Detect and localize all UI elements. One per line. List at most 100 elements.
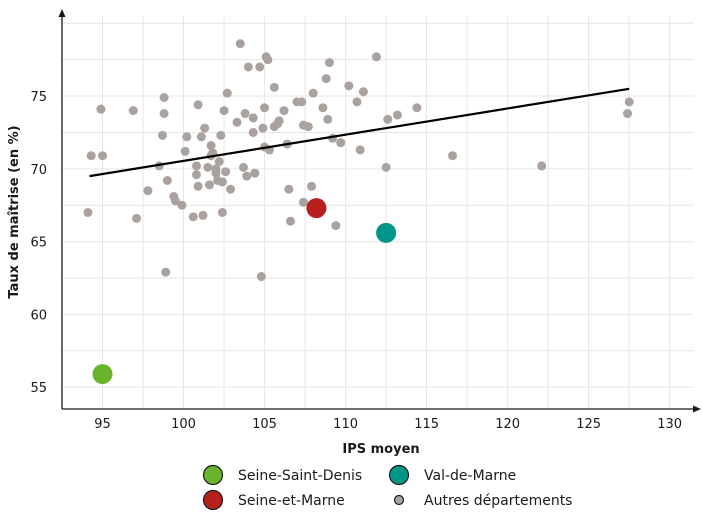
data-point-other: [258, 123, 268, 133]
data-point-other: [192, 170, 202, 180]
data-point-other: [242, 171, 252, 181]
data-point-other: [238, 162, 248, 172]
data-point-other: [221, 167, 231, 177]
legend-item-seine-saint-denis: Seine-Saint-Denis: [202, 464, 362, 486]
legend-item-seine-et-marne: Seine-et-Marne: [202, 489, 345, 511]
data-point-other: [250, 168, 260, 178]
data-point-other: [243, 62, 253, 72]
data-point-other: [355, 145, 365, 155]
data-point-other: [260, 103, 270, 113]
data-point-other: [371, 52, 381, 62]
data-point-other: [217, 208, 227, 217]
x-tick-label: 115: [414, 417, 439, 432]
data-point-other: [128, 106, 138, 116]
data-point-other: [219, 106, 229, 116]
data-point-other: [537, 161, 547, 171]
x-tick-label: 130: [657, 417, 682, 432]
x-tick-label: 95: [94, 417, 111, 432]
data-point-other: [192, 161, 202, 171]
grid: [61, 16, 694, 409]
data-point-other: [193, 181, 203, 191]
data-point-other: [83, 208, 93, 217]
x-tick-label: 100: [171, 417, 196, 432]
legend-swatch-seine-saint-denis: [202, 464, 224, 486]
data-point-other: [284, 184, 294, 194]
x-axis-arrow-icon: [693, 405, 701, 413]
data-point-other: [269, 82, 279, 92]
data-point-other: [279, 106, 289, 116]
data-point-other: [204, 180, 214, 190]
y-axis-title: Taux de maîtrise (en %): [7, 125, 22, 298]
highlighted-departments-points: [92, 198, 397, 385]
data-point-val-de-marne: [376, 222, 397, 243]
data-point-other: [352, 97, 362, 107]
data-point-other: [206, 141, 216, 151]
legend-item-autres-departements: Autres départements: [393, 493, 572, 509]
axes: [58, 9, 701, 413]
data-point-other: [217, 177, 227, 187]
data-point-other: [336, 138, 346, 148]
data-point-other: [344, 81, 354, 91]
data-point-other: [321, 74, 331, 84]
data-point-other: [235, 39, 245, 49]
data-point-other: [162, 175, 172, 185]
data-point-other: [256, 272, 266, 282]
legend-label-seine-et-marne: Seine-et-Marne: [238, 493, 345, 509]
y-tick-label: 75: [30, 90, 47, 105]
data-point-other: [307, 181, 317, 191]
data-point-other: [240, 109, 250, 119]
data-point-seine-saint-denis: [92, 364, 113, 385]
data-point-other: [143, 186, 153, 196]
legend-label-val-de-marne: Val-de-Marne: [424, 468, 516, 484]
x-tick-label: 120: [495, 417, 520, 432]
data-point-other: [324, 58, 334, 68]
data-point-seine-et-marne: [306, 198, 327, 219]
data-point-other: [623, 109, 633, 119]
data-point-other: [200, 123, 210, 133]
data-point-other: [285, 216, 295, 226]
data-point-other: [193, 100, 203, 110]
data-point-other: [297, 97, 307, 107]
data-point-other: [159, 93, 169, 103]
y-tick-label: 55: [30, 381, 47, 396]
legend-swatch-seine-et-marne: [202, 489, 224, 511]
data-point-other: [412, 103, 422, 113]
data-point-other: [98, 151, 108, 161]
data-point-other: [226, 184, 236, 194]
legend-item-val-de-marne: Val-de-Marne: [388, 464, 516, 486]
legend-swatch-autres-departements: [393, 494, 405, 506]
data-point-other: [132, 213, 142, 223]
data-point-other: [170, 196, 180, 206]
data-point-other: [303, 122, 313, 132]
data-point-other: [182, 132, 192, 142]
data-point-other: [188, 212, 198, 222]
data-point-other: [203, 162, 213, 172]
other-departments-points: [83, 39, 634, 282]
data-point-other: [177, 200, 187, 210]
legend-label-autres-departements: Autres départements: [424, 493, 572, 509]
data-point-other: [298, 197, 308, 207]
legend: Seine-Saint-Denis Val-de-Marne Seine-et-…: [202, 464, 572, 511]
data-point-other: [383, 114, 393, 124]
data-point-other: [448, 151, 458, 161]
data-point-other: [211, 164, 221, 174]
x-tick-label: 125: [576, 417, 601, 432]
y-tick-label: 70: [30, 163, 47, 178]
data-point-other: [263, 55, 273, 65]
x-axis-title: IPS moyen: [342, 442, 419, 457]
data-point-other: [157, 130, 167, 140]
data-point-other: [274, 116, 284, 126]
x-tick-label: 110: [333, 417, 358, 432]
legend-label-seine-saint-denis: Seine-Saint-Denis: [238, 468, 362, 484]
x-tick-label: 105: [252, 417, 277, 432]
data-point-other: [196, 132, 206, 142]
data-point-other: [248, 113, 258, 123]
trend-line: [89, 87, 630, 178]
trend-line-group: [89, 87, 630, 178]
data-point-other: [222, 88, 232, 98]
legend-swatch-val-de-marne: [388, 464, 410, 486]
y-tick-label: 65: [30, 236, 47, 251]
data-point-other: [381, 162, 391, 172]
data-point-other: [255, 62, 265, 72]
